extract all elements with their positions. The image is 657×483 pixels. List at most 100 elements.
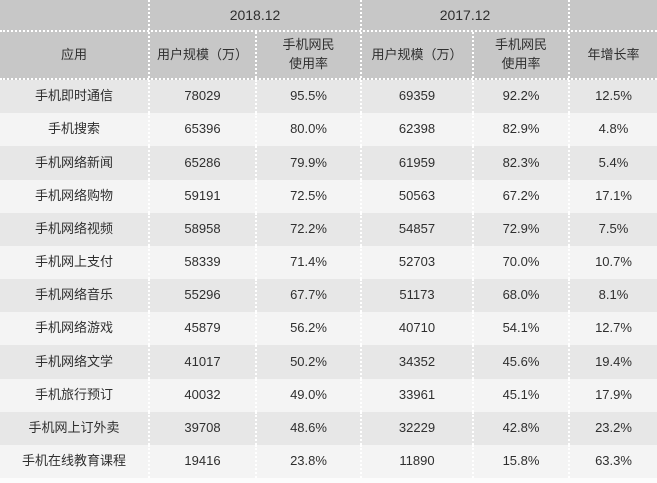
table-row: 手机搜索 65396 80.0% 62398 82.9% 4.8% <box>0 113 657 147</box>
cell-rate-2017: 15.8% <box>472 444 568 479</box>
cell-scale-2017: 50563 <box>360 179 472 213</box>
cell-growth: 63.3% <box>568 444 657 479</box>
cell-scale-2017: 34352 <box>360 345 472 379</box>
cell-scale-2017: 52703 <box>360 245 472 280</box>
usage-rate-line1: 手机网民 <box>282 37 335 53</box>
table-row: 手机网络视频 58958 72.2% 54857 72.9% 7.5% <box>0 212 657 246</box>
cell-growth: 4.8% <box>568 113 657 147</box>
cell-app: 手机网络文学 <box>34 353 113 369</box>
cell-rate-2017: 67.2% <box>472 179 568 213</box>
cell-scale-2017: 11890 <box>360 444 472 479</box>
cell-growth: 12.5% <box>568 80 657 114</box>
table-row: 手机网络音乐 55296 67.7% 51173 68.0% 8.1% <box>0 279 657 313</box>
cell-app: 手机网络购物 <box>34 187 113 203</box>
cell-scale-2018: 78029 <box>148 80 255 114</box>
cell-scale-2017: 54857 <box>360 212 472 246</box>
table-row: 手机网上支付 58339 71.4% 52703 70.0% 10.7% <box>0 245 657 280</box>
cell-rate-2018: 72.5% <box>255 179 360 213</box>
cell-scale-2018: 19416 <box>148 444 255 479</box>
group-header-2017: 2017.12 <box>360 0 568 30</box>
cell-rate-2017: 72.9% <box>472 212 568 246</box>
table-row: 手机在线教育课程 19416 23.8% 11890 15.8% 63.3% <box>0 444 657 479</box>
table-row: 手机网络文学 41017 50.2% 34352 45.6% 19.4% <box>0 345 657 379</box>
cell-scale-2017: 69359 <box>360 80 472 114</box>
cell-scale-2017: 62398 <box>360 113 472 147</box>
cell-rate-2018: 23.8% <box>255 444 360 479</box>
cell-rate-2017: 68.0% <box>472 279 568 313</box>
cell-app: 手机网络视频 <box>34 220 113 236</box>
group-header-empty-left <box>0 0 148 30</box>
cell-growth: 10.7% <box>568 245 657 280</box>
cell-app: 手机网络游戏 <box>34 320 113 336</box>
column-header-usage-rate-2018: 手机网民 使用率 <box>255 32 360 78</box>
cell-app: 手机网络音乐 <box>34 287 113 303</box>
table-row: 手机网络新闻 65286 79.9% 61959 82.3% 5.4% <box>0 146 657 180</box>
cell-rate-2018: 48.6% <box>255 411 360 445</box>
cell-app: 手机网上支付 <box>34 254 113 270</box>
usage-rate-line2: 使用率 <box>288 56 328 71</box>
cell-scale-2018: 65396 <box>148 113 255 147</box>
group-header-row: 2018.12 2017.12 <box>0 0 657 32</box>
cell-scale-2018: 39708 <box>148 411 255 445</box>
cell-rate-2017: 70.0% <box>472 245 568 280</box>
cell-scale-2018: 45879 <box>148 312 255 346</box>
cell-growth: 19.4% <box>568 345 657 379</box>
column-header-row: 应用 用户规模（万） 手机网民 使用率 用户规模（万） 手机网民 使用率 年增长… <box>0 32 657 80</box>
cell-rate-2017: 42.8% <box>472 411 568 445</box>
column-header-user-scale-2018: 用户规模（万） <box>148 32 255 78</box>
table-row: 手机网络购物 59191 72.5% 50563 67.2% 17.1% <box>0 179 657 213</box>
usage-rate-line2: 使用率 <box>501 56 541 71</box>
column-header-app: 应用 <box>60 46 87 62</box>
cell-rate-2018: 80.0% <box>255 113 360 147</box>
column-header-user-scale-2017: 用户规模（万） <box>360 32 472 78</box>
column-header-usage-rate-2017: 手机网民 使用率 <box>472 32 568 78</box>
cell-rate-2018: 49.0% <box>255 378 360 412</box>
cell-growth: 12.7% <box>568 312 657 346</box>
bottom-margin-strip <box>0 478 657 483</box>
cell-rate-2018: 50.2% <box>255 345 360 379</box>
cell-growth: 8.1% <box>568 279 657 313</box>
cell-rate-2017: 54.1% <box>472 312 568 346</box>
group-header-empty-right <box>568 0 657 30</box>
cell-scale-2018: 65286 <box>148 146 255 180</box>
cell-rate-2018: 67.7% <box>255 279 360 313</box>
cell-scale-2017: 61959 <box>360 146 472 180</box>
table-row: 手机网络游戏 45879 56.2% 40710 54.1% 12.7% <box>0 312 657 346</box>
usage-rate-line1: 手机网民 <box>494 37 547 53</box>
cell-scale-2018: 58958 <box>148 212 255 246</box>
cell-rate-2018: 95.5% <box>255 80 360 114</box>
cell-scale-2018: 59191 <box>148 179 255 213</box>
cell-scale-2017: 32229 <box>360 411 472 445</box>
table-body: 手机即时通信 78029 95.5% 69359 92.2% 12.5% 手机搜… <box>0 80 657 479</box>
cell-scale-2018: 55296 <box>148 279 255 313</box>
cell-rate-2017: 82.9% <box>472 113 568 147</box>
cell-growth: 7.5% <box>568 212 657 246</box>
cell-rate-2018: 79.9% <box>255 146 360 180</box>
cell-rate-2018: 71.4% <box>255 245 360 280</box>
cell-app: 手机搜索 <box>47 121 100 137</box>
cell-rate-2017: 82.3% <box>472 146 568 180</box>
cell-scale-2017: 33961 <box>360 378 472 412</box>
cell-scale-2017: 40710 <box>360 312 472 346</box>
cell-growth: 23.2% <box>568 411 657 445</box>
cell-growth: 17.1% <box>568 179 657 213</box>
table-row: 手机网上订外卖 39708 48.6% 32229 42.8% 23.2% <box>0 411 657 445</box>
cell-scale-2018: 41017 <box>148 345 255 379</box>
cell-app: 手机网络新闻 <box>34 154 113 170</box>
cell-rate-2017: 92.2% <box>472 80 568 114</box>
group-header-2018: 2018.12 <box>148 0 360 30</box>
cell-scale-2017: 51173 <box>360 279 472 313</box>
cell-app: 手机网上订外卖 <box>28 419 120 435</box>
column-header-growth: 年增长率 <box>568 32 657 78</box>
cell-rate-2018: 56.2% <box>255 312 360 346</box>
cell-app: 手机即时通信 <box>34 88 113 104</box>
table-row: 手机即时通信 78029 95.5% 69359 92.2% 12.5% <box>0 80 657 114</box>
cell-growth: 5.4% <box>568 146 657 180</box>
cell-app: 手机在线教育课程 <box>21 453 126 469</box>
cell-app: 手机旅行预订 <box>34 386 113 402</box>
table-row: 手机旅行预订 40032 49.0% 33961 45.1% 17.9% <box>0 378 657 412</box>
cell-scale-2018: 40032 <box>148 378 255 412</box>
cell-rate-2017: 45.1% <box>472 378 568 412</box>
cell-scale-2018: 58339 <box>148 245 255 280</box>
